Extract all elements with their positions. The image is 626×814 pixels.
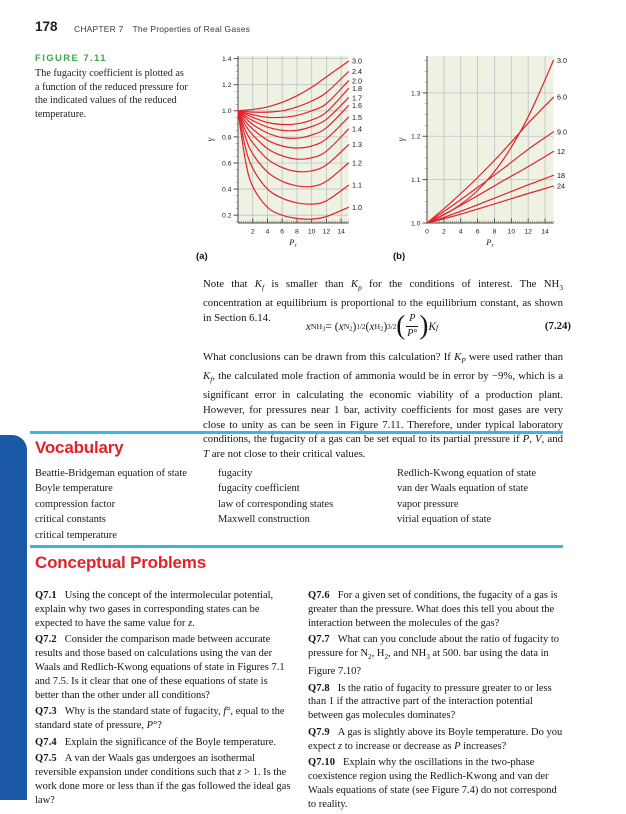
svg-text:3.0: 3.0 xyxy=(557,56,567,65)
svg-text:1.2: 1.2 xyxy=(222,82,232,89)
svg-text:1.1: 1.1 xyxy=(352,181,362,190)
svg-text:1.2: 1.2 xyxy=(411,134,421,141)
vocab-term: fugacity xyxy=(218,468,253,479)
svg-text:1.2: 1.2 xyxy=(352,158,362,167)
svg-text:6: 6 xyxy=(280,229,284,236)
vocab-term: Beattie-Bridgeman equation of state xyxy=(35,468,187,479)
svg-text:1.0: 1.0 xyxy=(352,203,362,212)
svg-text:2: 2 xyxy=(251,229,255,236)
problems-column-right: Q7.6 For a given set of conditions, the f… xyxy=(308,589,564,814)
vocab-column: Beattie-Bridgeman equation of state Boyle… xyxy=(35,466,215,543)
svg-text:1.3: 1.3 xyxy=(411,90,421,97)
svg-text:10: 10 xyxy=(308,229,316,236)
svg-text:1.6: 1.6 xyxy=(352,101,362,110)
svg-text:γ: γ xyxy=(396,137,406,141)
svg-text:Pr: Pr xyxy=(288,237,297,249)
vocab-term: compression factor xyxy=(35,498,116,510)
chapter-label: CHAPTER 7 xyxy=(74,24,124,34)
svg-text:8: 8 xyxy=(295,229,299,236)
problem-item: Q7.10 Explain why the oscillations in the… xyxy=(308,757,557,810)
svg-text:2: 2 xyxy=(442,229,446,236)
svg-text:8: 8 xyxy=(493,229,497,236)
problem-item: Q7.7 What can you conclude about the rati… xyxy=(308,634,559,678)
vocab-column: Redlich-Kwong equation of state van der W… xyxy=(397,466,597,528)
vocab-term: Redlich-Kwong equation of state xyxy=(397,468,537,479)
svg-text:γ: γ xyxy=(205,137,215,141)
panel-a-label: (a) xyxy=(196,251,208,262)
conceptual-problems-heading: Conceptual Problems xyxy=(35,553,206,572)
problem-item: Q7.4 Explain the significance of the Boyl… xyxy=(35,736,277,748)
equation-number: (7.24) xyxy=(544,320,571,332)
paragraph-kf-kp: Note that Kf is smaller than Kp for the … xyxy=(203,278,563,324)
svg-text:10: 10 xyxy=(508,229,516,236)
svg-text:0.6: 0.6 xyxy=(222,160,232,167)
chart-b: 0 2 4 6 8 10 12 141.01.11.21.3γPr3.06.09.012182… xyxy=(396,56,567,249)
chapter-header: CHAPTER 7 The Properties of Real Gases xyxy=(74,24,250,34)
svg-text:12: 12 xyxy=(557,147,565,156)
chapter-title: The Properties of Real Gases xyxy=(132,24,251,34)
svg-text:6: 6 xyxy=(476,229,480,236)
problem-item: Q7.3 Why is the standard state of fugacit… xyxy=(35,706,285,732)
svg-text:14: 14 xyxy=(541,229,549,236)
vocab-term: vapor pressure xyxy=(397,498,459,510)
svg-text:0: 0 xyxy=(425,229,429,236)
chart-a: 2 4 6 8 10 12 14 0.2 0.4 0.6 0.8 1.0 1.2 1.4 γ Pr 3.02.4… xyxy=(205,56,362,249)
svg-text:1.4: 1.4 xyxy=(352,125,362,134)
svg-text:2.0: 2.0 xyxy=(352,76,362,85)
svg-text:0.2: 0.2 xyxy=(222,213,232,220)
svg-text:3.0: 3.0 xyxy=(352,57,362,66)
svg-text:Pr: Pr xyxy=(485,237,494,249)
page-number: 178 xyxy=(35,19,58,34)
problem-item: Q7.5 A van der Waals gas undergoes an iso… xyxy=(35,752,291,806)
svg-text:4: 4 xyxy=(459,229,463,236)
svg-text:24: 24 xyxy=(557,182,565,191)
problems-column-left: Q7.1 Using the concept of the intermolecu… xyxy=(35,589,293,810)
svg-text:18: 18 xyxy=(557,171,565,180)
problem-item: Q7.8 Is the ratio of fugacity to pressure… xyxy=(308,682,552,722)
svg-text:1.7: 1.7 xyxy=(352,93,362,102)
problem-item: Q7.2 Consider the comparison made between… xyxy=(35,634,285,701)
vocab-term: virial equation of state xyxy=(397,514,492,526)
svg-text:1.3: 1.3 xyxy=(352,140,362,149)
svg-text:9.0: 9.0 xyxy=(557,127,567,136)
svg-text:0.4: 0.4 xyxy=(222,186,232,193)
svg-text:4: 4 xyxy=(266,229,270,236)
svg-text:1.0: 1.0 xyxy=(411,220,421,227)
vocab-column: fugacity fugacity coefficient law of corre… xyxy=(218,466,393,528)
vocab-term: critical constants xyxy=(35,514,106,526)
problem-item: Q7.1 Using the concept of the intermolecu… xyxy=(35,590,274,629)
section-rule-top xyxy=(30,431,563,434)
section-edge-tab xyxy=(0,435,27,800)
paragraph-conclusions: What conclusions can be drawn from this … xyxy=(203,351,563,461)
figure-label: FIGURE 7.11 xyxy=(35,53,107,64)
vocab-term: fugacity coefficient xyxy=(218,483,300,495)
vocab-term: van der Waals equation of state xyxy=(397,483,529,495)
vocab-term: law of corresponding states xyxy=(218,498,334,510)
vocabulary-heading: Vocabulary xyxy=(35,438,124,457)
svg-text:1.4: 1.4 xyxy=(222,56,232,63)
problem-item: Q7.6 For a given set of conditions, the f… xyxy=(308,590,558,629)
panel-b-label: (b) xyxy=(393,251,406,262)
svg-text:12: 12 xyxy=(524,229,532,236)
vocab-term: Boyle temperature xyxy=(35,483,113,495)
problem-item: Q7.9 A gas is slightly above its Boyle te… xyxy=(308,726,563,752)
vocab-term: critical temperature xyxy=(35,529,117,541)
svg-text:6.0: 6.0 xyxy=(557,93,567,102)
svg-text:1.1: 1.1 xyxy=(411,177,421,184)
svg-text:1.8: 1.8 xyxy=(352,84,362,93)
vocabulary-list: Beattie-Bridgeman equation of state Boyle… xyxy=(35,466,563,544)
figure-caption: The fugacity coefficient is plotted as a… xyxy=(35,68,188,121)
svg-text:0.8: 0.8 xyxy=(222,134,232,141)
svg-text:1.0: 1.0 xyxy=(222,108,232,115)
svg-text:1.5: 1.5 xyxy=(352,113,362,122)
svg-text:14: 14 xyxy=(337,229,345,236)
svg-text:2.4: 2.4 xyxy=(352,67,362,76)
vocab-term: Maxwell construction xyxy=(218,514,310,526)
svg-text:12: 12 xyxy=(323,229,331,236)
section-rule-bottom xyxy=(30,545,563,548)
